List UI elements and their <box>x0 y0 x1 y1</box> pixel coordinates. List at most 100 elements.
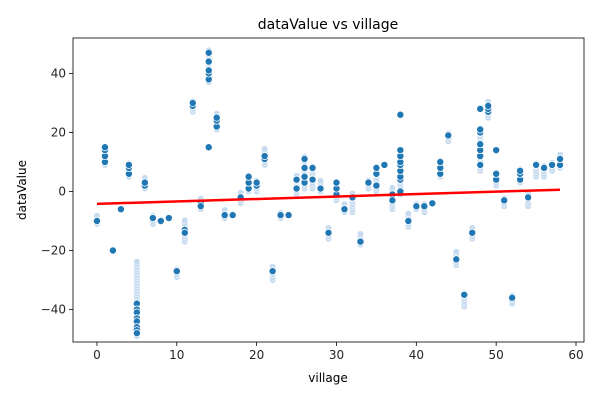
faded-point <box>388 184 396 192</box>
faded-point <box>452 248 460 256</box>
x-tick-label: 40 <box>409 348 424 362</box>
faded-point <box>404 210 412 218</box>
trend-line <box>96 188 561 206</box>
data-point <box>412 202 421 211</box>
data-point <box>380 160 389 169</box>
y-tick-label: 40 <box>51 66 66 80</box>
data-point <box>404 216 413 225</box>
data-point <box>276 211 285 220</box>
y-tick-label: 20 <box>51 125 66 139</box>
data-point <box>364 178 373 187</box>
y-tick-label: −40 <box>41 303 66 317</box>
x-axis-ticks: 0 10 20 30 40 50 60 <box>93 342 584 362</box>
data-point <box>516 166 525 175</box>
data-point <box>300 163 309 172</box>
data-point <box>436 157 445 166</box>
data-point <box>268 267 277 276</box>
data-point <box>220 211 229 220</box>
data-point <box>148 214 157 223</box>
data-point <box>540 163 549 172</box>
data-point <box>492 146 501 155</box>
data-point <box>260 152 269 161</box>
data-point <box>100 143 109 152</box>
x-axis-label: village <box>308 371 347 385</box>
data-point <box>484 101 493 110</box>
data-point <box>476 104 485 113</box>
x-tick-label: 50 <box>489 348 504 362</box>
data-point <box>116 205 125 214</box>
data-point <box>308 163 317 172</box>
data-point <box>324 228 333 237</box>
faded-point <box>261 145 269 153</box>
data-point <box>228 211 237 220</box>
data-point <box>452 255 461 264</box>
data-point <box>420 202 429 211</box>
data-point <box>292 175 301 184</box>
y-tick-label: 0 <box>58 184 66 198</box>
y-axis-ticks: −40 −20 0 20 40 <box>41 66 73 317</box>
data-point <box>132 329 141 338</box>
data-point <box>300 172 309 181</box>
data-points-layer <box>92 48 565 338</box>
chart-title: dataValue vs village <box>258 17 399 33</box>
data-point <box>476 125 485 134</box>
data-point <box>212 113 221 122</box>
data-point <box>140 178 149 187</box>
trend-line-layer <box>96 188 561 206</box>
data-point <box>172 267 181 276</box>
data-point <box>332 178 341 187</box>
data-point <box>196 202 205 211</box>
data-point <box>556 155 565 164</box>
x-tick-label: 0 <box>93 348 101 362</box>
data-point <box>340 205 349 214</box>
faded-point <box>133 258 141 266</box>
data-point <box>124 160 133 169</box>
data-point <box>188 98 197 107</box>
data-point <box>292 184 301 193</box>
faded-point <box>181 216 189 224</box>
data-point <box>396 110 405 119</box>
data-point <box>524 193 533 202</box>
data-point <box>308 175 317 184</box>
data-point <box>204 48 213 57</box>
data-point <box>476 160 485 169</box>
faded-point <box>317 177 324 185</box>
x-tick-label: 10 <box>169 348 184 362</box>
data-point <box>548 160 557 169</box>
plot-frame <box>72 37 585 343</box>
y-axis-label: dataValue <box>15 160 29 220</box>
data-point <box>252 178 261 187</box>
data-point <box>508 293 517 302</box>
x-tick-label: 60 <box>568 348 583 362</box>
data-point <box>428 199 437 208</box>
data-point <box>468 228 477 237</box>
data-point <box>388 196 397 205</box>
faded-points-layer <box>93 46 564 340</box>
data-point <box>180 228 189 237</box>
data-point <box>500 196 509 205</box>
data-point <box>396 146 405 155</box>
faded-point <box>356 230 364 238</box>
data-point <box>300 155 309 164</box>
data-point <box>532 160 541 169</box>
data-point <box>476 140 485 149</box>
data-point <box>156 216 165 225</box>
data-point <box>204 143 213 152</box>
data-point <box>244 172 253 181</box>
data-point <box>492 169 501 178</box>
data-point <box>284 211 293 220</box>
data-point <box>460 290 469 299</box>
data-point <box>108 246 117 255</box>
x-tick-label: 30 <box>329 348 344 362</box>
data-point <box>204 57 213 66</box>
data-point <box>204 66 213 75</box>
y-tick-label: −20 <box>41 244 66 258</box>
data-point <box>444 131 453 140</box>
data-point <box>92 216 101 225</box>
data-point <box>356 237 365 246</box>
data-point <box>316 184 325 193</box>
data-point <box>372 163 381 172</box>
data-point <box>164 214 173 223</box>
data-point <box>372 181 381 190</box>
